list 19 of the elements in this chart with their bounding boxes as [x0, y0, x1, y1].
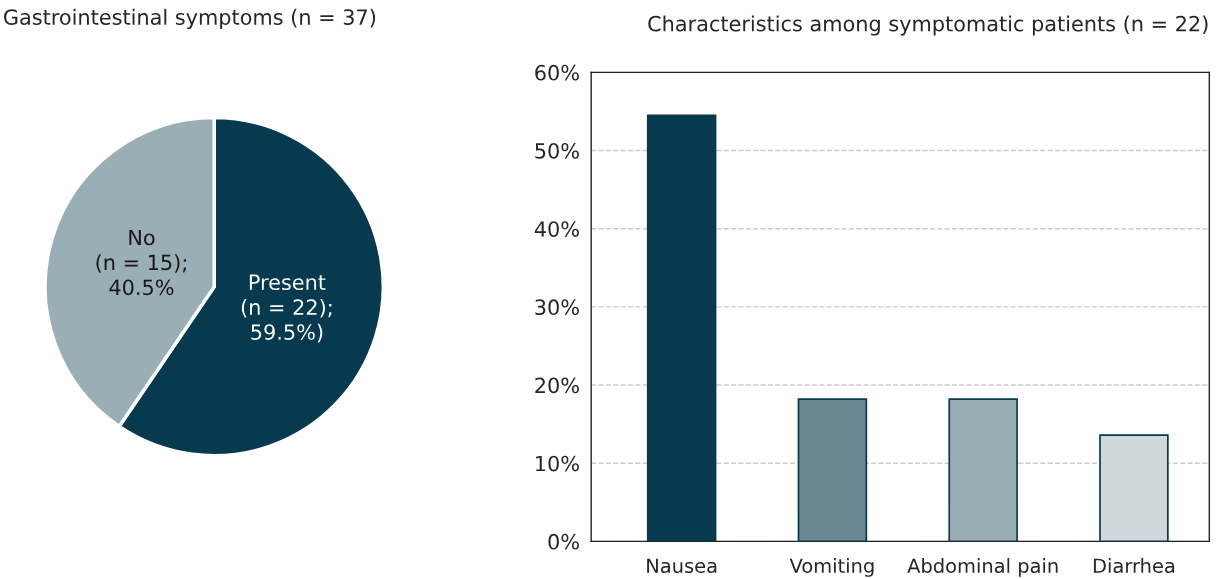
y-tick-label: 40% [534, 221, 579, 237]
x-tick-label: Diarrhea [1093, 558, 1175, 574]
x-tick-label: Nausea [647, 558, 717, 574]
chart-title: Gastrointestinal symptoms (n = 37) [4, 8, 376, 29]
data-label: No (n = 15); 40.5% [96, 229, 186, 296]
y-tick-label: 10% [536, 455, 579, 472]
y-tick-label: 30% [535, 299, 579, 316]
x-tick-label: Abdominal pain [907, 558, 1058, 577]
bar [1099, 434, 1169, 542]
chart-title: Characteristics among symptomatic patients (n = 22) [648, 15, 1208, 36]
y-tick-label: 20% [535, 377, 579, 394]
bar [646, 114, 717, 542]
x-tick-label: Vomiting [789, 558, 874, 577]
data-label: Present (n = 22); 59.5%) [241, 274, 332, 343]
bar [797, 398, 868, 542]
y-tick-label: 50% [535, 142, 579, 159]
y-tick-label: 60% [535, 64, 579, 81]
y-tick-label: 0% [548, 533, 579, 550]
bar [948, 398, 1018, 542]
